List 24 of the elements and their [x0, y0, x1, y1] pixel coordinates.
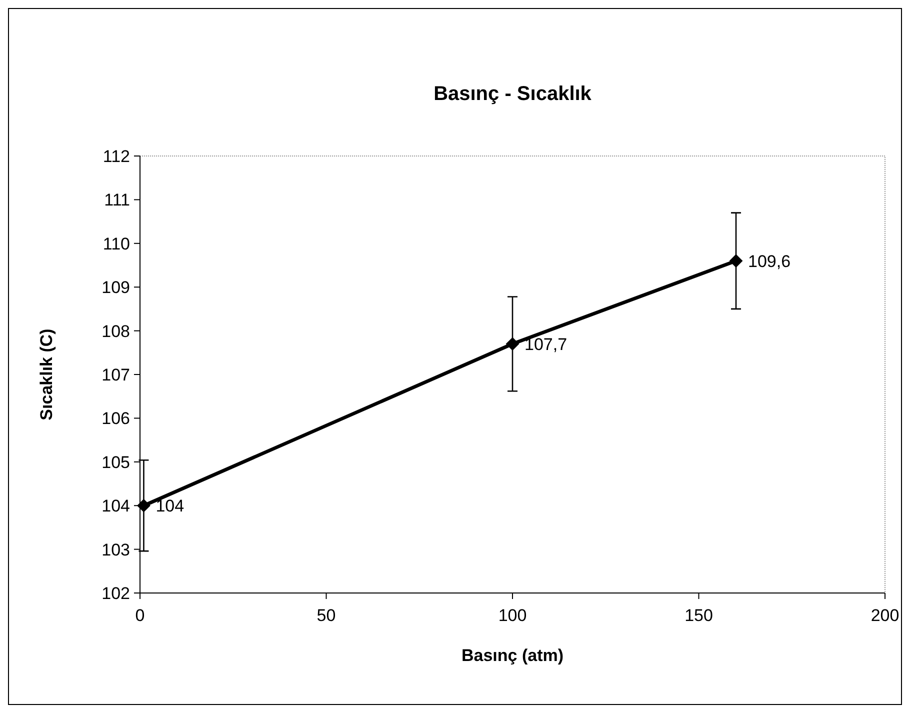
x-tick-label: 200 — [870, 606, 900, 625]
y-tick-label: 110 — [102, 234, 130, 254]
chart-title: Basınç - Sıcaklık — [434, 83, 592, 105]
y-tick-label: 109 — [102, 278, 130, 298]
data-label: 109,6 — [748, 252, 791, 271]
y-axis-title: Sıcaklık (C) — [37, 328, 56, 420]
x-tick-label: 100 — [498, 606, 527, 625]
x-tick-label: 150 — [684, 606, 713, 625]
y-tick-label: 102 — [102, 584, 130, 603]
y-tick-label: 108 — [102, 322, 130, 341]
x-tick-label: 0 — [135, 606, 145, 625]
point — [730, 254, 742, 268]
y-tick-label: 104 — [102, 496, 130, 516]
y-tick-label: 112 — [102, 147, 130, 166]
y-tick-label: 107 — [102, 366, 130, 384]
y-tick-label: 111 — [104, 190, 130, 210]
data-label: 107,7 — [524, 334, 568, 354]
y-tick-label: 106 — [102, 409, 130, 428]
x-axis-title: Basınç (atm) — [461, 646, 564, 665]
y-tick-label: 103 — [102, 540, 130, 560]
x-tick-label: 50 — [316, 606, 336, 625]
point — [506, 337, 519, 350]
y-tick-label: 105 — [102, 452, 130, 472]
data-label: 104 — [156, 496, 184, 516]
